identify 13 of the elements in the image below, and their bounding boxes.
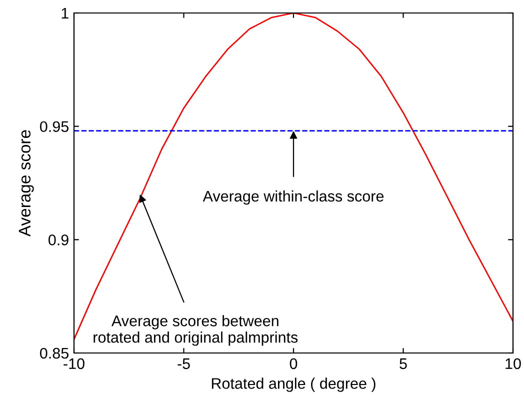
y-tick-label: 0.85 [40,348,68,359]
x-tick-label: 0 [290,358,298,370]
x-tick-label: -5 [178,358,190,370]
annotation: Average within-class score [202,190,384,205]
x-tick-label: 10 [506,358,521,370]
annotation: Average scores between rotated and original palmprints [94,315,298,346]
x-tick-label: 5 [400,358,407,370]
y-axis-title: Average score [18,130,34,237]
y-tick-label: 0.9 [48,234,68,246]
x-axis-title: Rotated angle ( degree ) [212,378,376,392]
y-tick-label: 1 [62,8,68,19]
y-tick-label: 0.95 [40,121,68,132]
x-tick-label: -10 [64,358,84,370]
